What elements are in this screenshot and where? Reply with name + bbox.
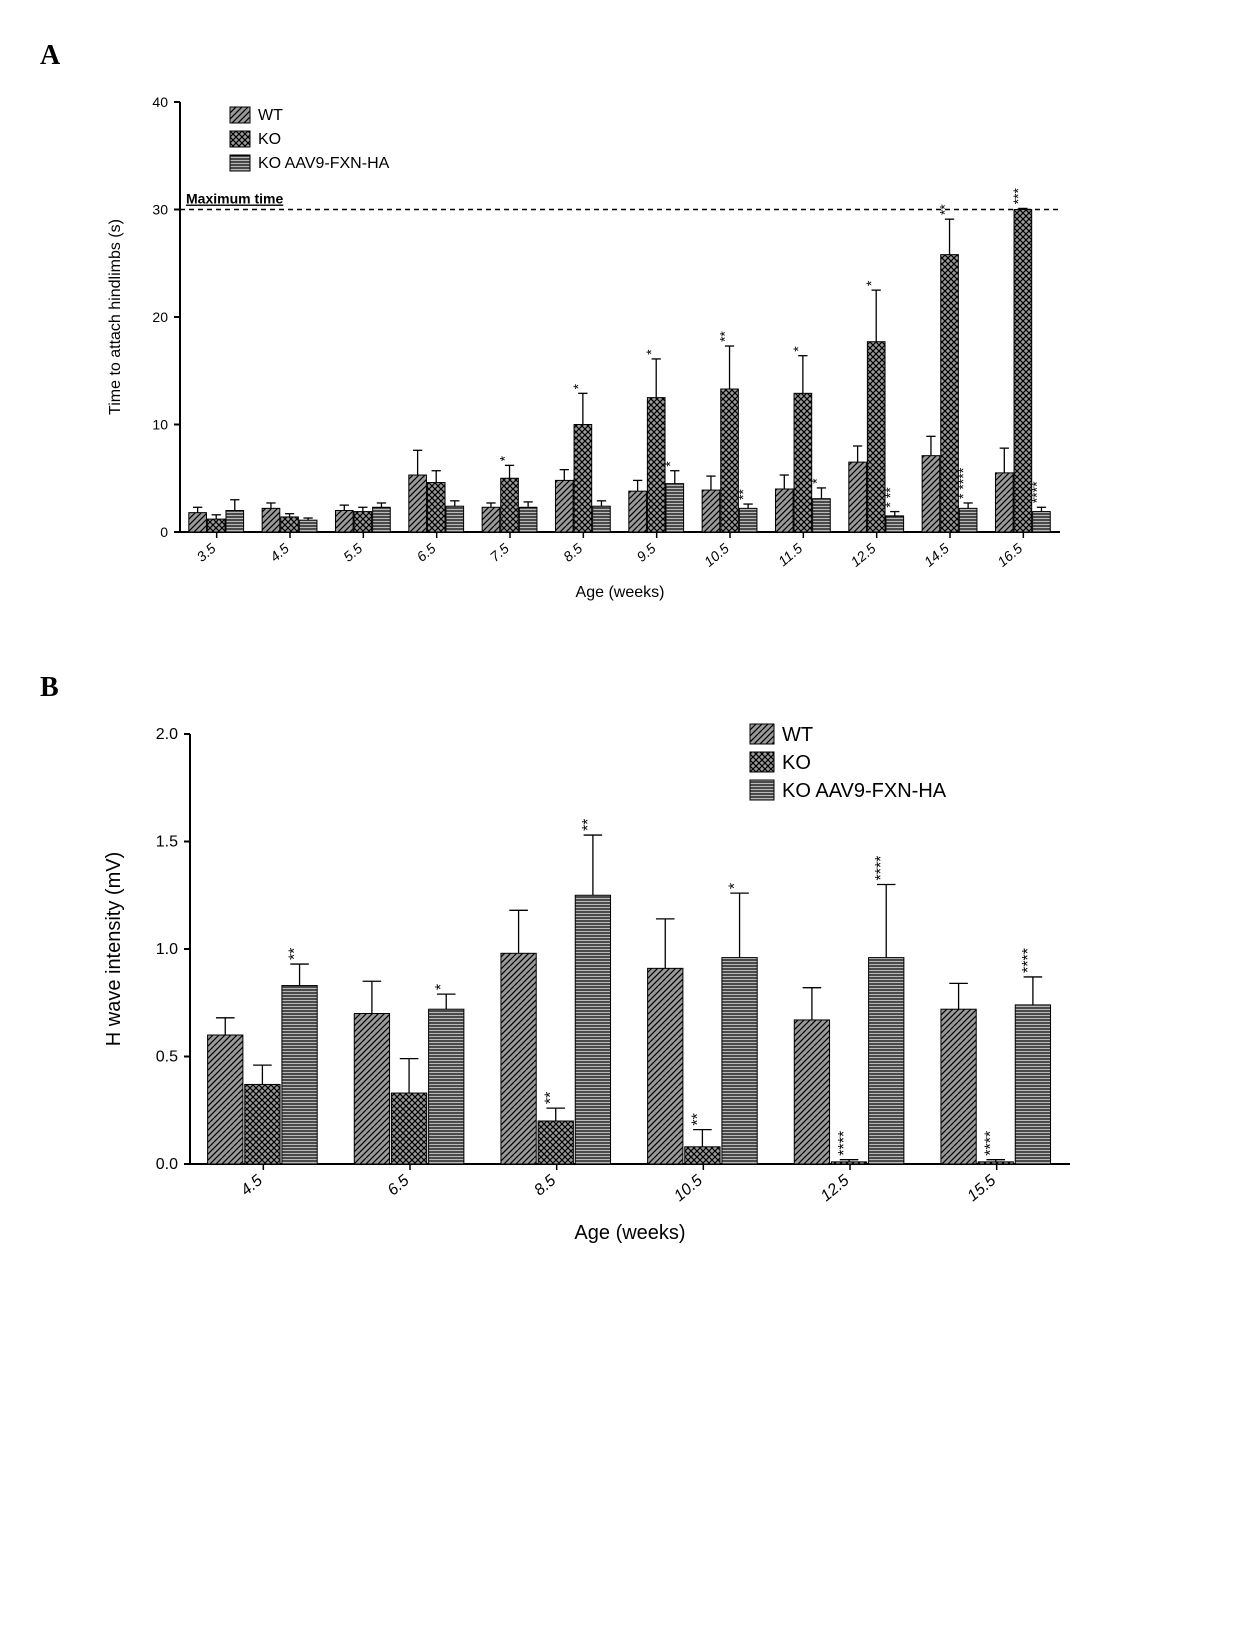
panel-a-label: A [40,40,1200,72]
svg-text:*: * [570,383,586,389]
svg-text:* ****: * **** [955,467,971,499]
svg-text:**: ** [287,948,304,960]
svg-text:0.5: 0.5 [156,1049,178,1066]
svg-text:10.5: 10.5 [701,540,732,570]
svg-text:15.5: 15.5 [964,1172,999,1205]
svg-text:3.5: 3.5 [193,540,218,565]
svg-text:*: * [662,461,678,467]
chart-b-container: 0.0 0.5 1.0 1.5 2.0 H wave intensity (mV) Age … [100,714,1200,1254]
svg-text:*: * [790,346,806,352]
svg-text:10.5: 10.5 [671,1172,706,1205]
svg-text:6.5: 6.5 [413,540,438,565]
svg-text:1.5: 1.5 [156,834,178,851]
svg-text:14.5: 14.5 [921,540,952,570]
svg-text:0.0: 0.0 [156,1156,178,1173]
svg-text:****: **** [1020,948,1037,973]
svg-text:12.5: 12.5 [847,540,878,570]
svg-text:*: * [863,280,879,286]
svg-text:Age (weeks): Age (weeks) [576,584,665,601]
svg-text:6.5: 6.5 [385,1172,413,1199]
svg-text:*: * [727,883,744,889]
svg-text:*: * [497,455,513,461]
chart-b: 0.0 0.5 1.0 1.5 2.0 H wave intensity (mV) Age … [100,714,1090,1254]
svg-text:****: **** [836,1131,853,1156]
svg-text:Maximum time: Maximum time [186,191,283,207]
chart-a: 0 10 20 30 40 Time to attach hindlimbs (s) Age… [100,82,1080,612]
svg-text:4.5: 4.5 [267,540,292,565]
svg-text:H wave intensity (mV): H wave intensity (mV) [103,852,125,1047]
svg-text:4.5: 4.5 [238,1172,266,1199]
svg-text:* **: * ** [882,487,898,508]
svg-text:**: ** [580,819,597,831]
svg-text:KO AAV9-FXN-HA: KO AAV9-FXN-HA [258,155,390,172]
svg-text:0: 0 [160,524,168,540]
svg-text:KO: KO [258,131,281,148]
svg-text:8.5: 8.5 [531,1172,559,1199]
svg-text:16.5: 16.5 [994,540,1025,570]
svg-text:*: * [808,478,824,484]
svg-text:20: 20 [152,309,168,325]
svg-text:12.5: 12.5 [818,1172,853,1205]
svg-text:9.5: 9.5 [633,540,658,565]
svg-text:40: 40 [152,94,168,110]
panel-b-label: B [40,672,1200,704]
svg-text:****: **** [873,856,890,881]
svg-text:KO: KO [782,752,811,774]
svg-text:Age (weeks): Age (weeks) [574,1222,685,1244]
svg-text:KO AAV9-FXN-HA: KO AAV9-FXN-HA [782,780,947,802]
svg-text:11.5: 11.5 [775,540,806,569]
svg-text:****: **** [983,1131,1000,1156]
svg-text:****: **** [1028,481,1044,503]
svg-text:8.5: 8.5 [560,540,585,565]
svg-text:5.5: 5.5 [340,540,365,565]
svg-text:1.0: 1.0 [156,941,178,958]
svg-text:***: *** [1010,188,1026,205]
svg-text:*: * [643,349,659,355]
svg-text:WT: WT [258,107,283,124]
svg-text:10: 10 [152,417,168,433]
svg-text:2.0: 2.0 [156,726,178,743]
svg-text:30: 30 [152,202,168,218]
svg-text:**: ** [543,1092,560,1104]
svg-text:**: ** [717,331,733,342]
svg-text:**: ** [735,489,751,500]
svg-text:**: ** [689,1113,706,1125]
svg-text:Time to attach hindlimbs (s): Time to attach hindlimbs (s) [107,219,124,415]
svg-text:WT: WT [782,724,813,746]
svg-text:7.5: 7.5 [487,540,512,565]
svg-text:*: * [433,984,450,990]
chart-a-container: 0 10 20 30 40 Time to attach hindlimbs (s) Age… [100,82,1200,612]
